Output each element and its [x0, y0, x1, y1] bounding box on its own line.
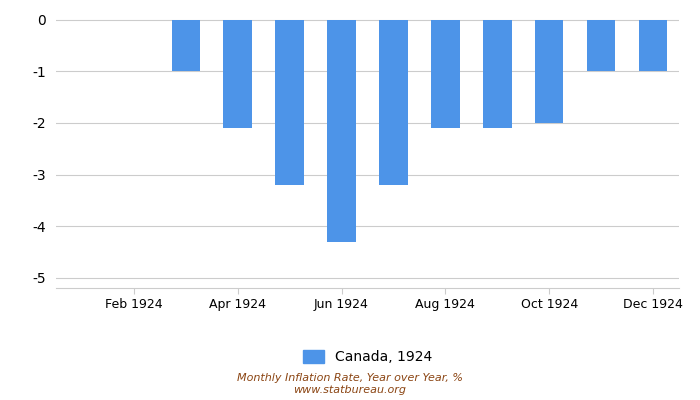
- Bar: [535, 20, 564, 123]
- Bar: [328, 20, 356, 242]
- Legend: Canada, 1924: Canada, 1924: [298, 345, 438, 370]
- Bar: [275, 20, 304, 185]
- Bar: [223, 20, 252, 128]
- Bar: [431, 20, 460, 128]
- Text: Monthly Inflation Rate, Year over Year, %: Monthly Inflation Rate, Year over Year, …: [237, 373, 463, 383]
- Bar: [483, 20, 512, 128]
- Text: www.statbureau.org: www.statbureau.org: [293, 385, 407, 395]
- Bar: [379, 20, 407, 185]
- Bar: [172, 20, 200, 71]
- Bar: [639, 20, 667, 71]
- Bar: [587, 20, 615, 71]
